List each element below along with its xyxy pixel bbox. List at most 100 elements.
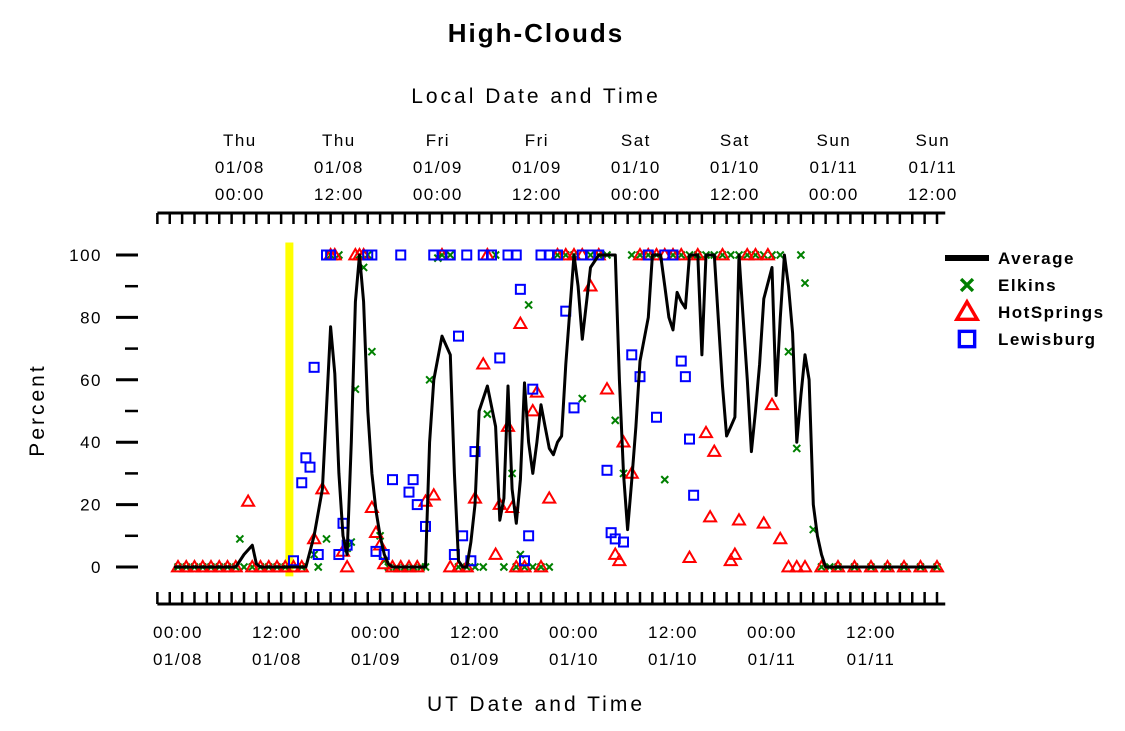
top-tick-time: 00:00: [413, 185, 463, 204]
bottom-tick-date: 01/08: [153, 650, 203, 669]
lewisburg-point: [366, 249, 378, 261]
legend-swatch: [953, 298, 981, 322]
lewisburg-point: [486, 249, 497, 261]
legend-label: Lewisburg: [998, 330, 1097, 349]
elkins-point: [479, 562, 488, 572]
hotsprings-point: [739, 247, 755, 261]
top-axis-title: Local Date and Time: [411, 85, 661, 108]
hotsprings-point: [512, 315, 529, 329]
bottom-axis-title: UT Date and Time: [427, 693, 645, 716]
chart-title: High-Clouds: [448, 18, 625, 48]
highlight-layer: [285, 242, 294, 577]
bottom-tick-date: 01/09: [450, 650, 500, 669]
bottom-tick-time: 00:00: [747, 623, 797, 642]
elkins-point: [425, 375, 434, 385]
bottom-tick-date: 01/11: [847, 650, 896, 669]
lewisburg-point: [568, 402, 580, 414]
bottom-tick-date: 01/10: [549, 650, 599, 669]
lewisburg-point: [325, 249, 337, 261]
top-tick-day: Sat: [621, 131, 651, 150]
elkins-point: [800, 278, 810, 288]
legend-item-average: Average: [945, 249, 1073, 268]
hotsprings-point: [714, 247, 731, 261]
elkins-point: [776, 250, 785, 260]
lewisburg-point: [651, 411, 662, 423]
elkins-point: [578, 394, 587, 403]
lewisburg-point: [461, 249, 473, 261]
top-tick-date: 01/09: [413, 158, 463, 177]
top-tick-day: Fri: [426, 131, 450, 150]
elkins-point: [499, 562, 509, 572]
elkins-point: [660, 475, 669, 484]
elkins-point: [784, 347, 793, 356]
hotsprings-point: [772, 530, 788, 545]
lewisburg-point: [407, 474, 419, 486]
hotsprings-point: [339, 559, 355, 573]
lewisburg-point: [514, 283, 526, 295]
hotsprings-point: [706, 443, 722, 457]
hotsprings-point: [525, 403, 541, 417]
legend-label: Elkins: [998, 276, 1057, 295]
top-axis: Thu 01/08 00:00 Thu 01/08 12:00 Fri 01/09 00:00 F…: [156, 131, 957, 224]
legend-swatch: [959, 277, 975, 293]
hotsprings-point: [698, 424, 714, 439]
top-tick-day: Thu: [322, 131, 356, 150]
lewisburg-point: [411, 499, 423, 511]
elkins-point: [792, 444, 801, 453]
hotsprings-point: [541, 490, 557, 504]
lewisburg-point: [519, 555, 530, 567]
legend: Average Elkins HotSprings Lewisburg: [945, 249, 1105, 349]
hotsprings-point: [475, 356, 491, 370]
hotsprings-point: [747, 247, 764, 261]
lewisburg-point: [675, 355, 687, 367]
hotsprings-point: [582, 278, 599, 292]
current-time-highlight: [285, 242, 294, 577]
top-tick-date: 01/09: [512, 158, 562, 177]
hotsprings-point: [789, 559, 805, 573]
lewisburg-point: [457, 530, 469, 542]
bottom-tick-date: 01/08: [252, 650, 302, 669]
elkins-point: [314, 562, 323, 572]
lewisburg-point: [453, 330, 464, 342]
lewisburg-point: [679, 371, 691, 383]
lewisburg-point: [333, 549, 345, 561]
top-tick-day: Fri: [525, 131, 549, 150]
lewisburg-point: [626, 349, 638, 361]
hotsprings-point: [731, 512, 747, 526]
hotsprings-point: [611, 552, 628, 567]
hotsprings-point: [306, 530, 322, 545]
top-tick-date: 01/11: [908, 158, 957, 177]
lewisburg-point: [667, 249, 679, 261]
top-tick-time: 12:00: [512, 185, 562, 204]
bottom-tick-time: 12:00: [648, 623, 698, 642]
lewisburg-point: [601, 464, 613, 476]
bottom-tick-time: 12:00: [846, 623, 896, 642]
elkins-point: [235, 534, 245, 544]
bottom-tick-date: 01/11: [748, 650, 797, 669]
lewisburg-point: [312, 549, 324, 561]
hotsprings-point: [529, 384, 545, 398]
lewisburg-point: [527, 383, 539, 395]
hotsprings-point: [702, 509, 718, 523]
lewisburg-point: [296, 477, 308, 489]
lewisburg-point: [403, 486, 415, 498]
bottom-axis: 00:00 01/08 12:00 01/08 00:00 01/09 12:00 01/09…: [153, 592, 946, 669]
hotsprings-point: [723, 552, 739, 567]
hotsprings-point: [442, 559, 458, 573]
lewisburg-point: [300, 452, 312, 464]
hotsprings-point: [487, 546, 504, 560]
series-average-line: [173, 253, 937, 569]
top-tick-time: 12:00: [314, 185, 364, 204]
y-tick-label: 40: [80, 433, 102, 452]
bottom-tick-date: 01/10: [648, 650, 698, 669]
elkins-point: [611, 416, 620, 425]
y-tick-label: 100: [69, 246, 102, 265]
lewisburg-point: [618, 536, 629, 548]
y-tick-label: 80: [80, 308, 102, 327]
hotsprings-point: [599, 381, 615, 395]
legend-label: HotSprings: [998, 303, 1105, 322]
top-tick-time: 12:00: [710, 185, 760, 204]
top-tick-time: 00:00: [809, 185, 859, 204]
lewisburg-point: [494, 352, 506, 364]
